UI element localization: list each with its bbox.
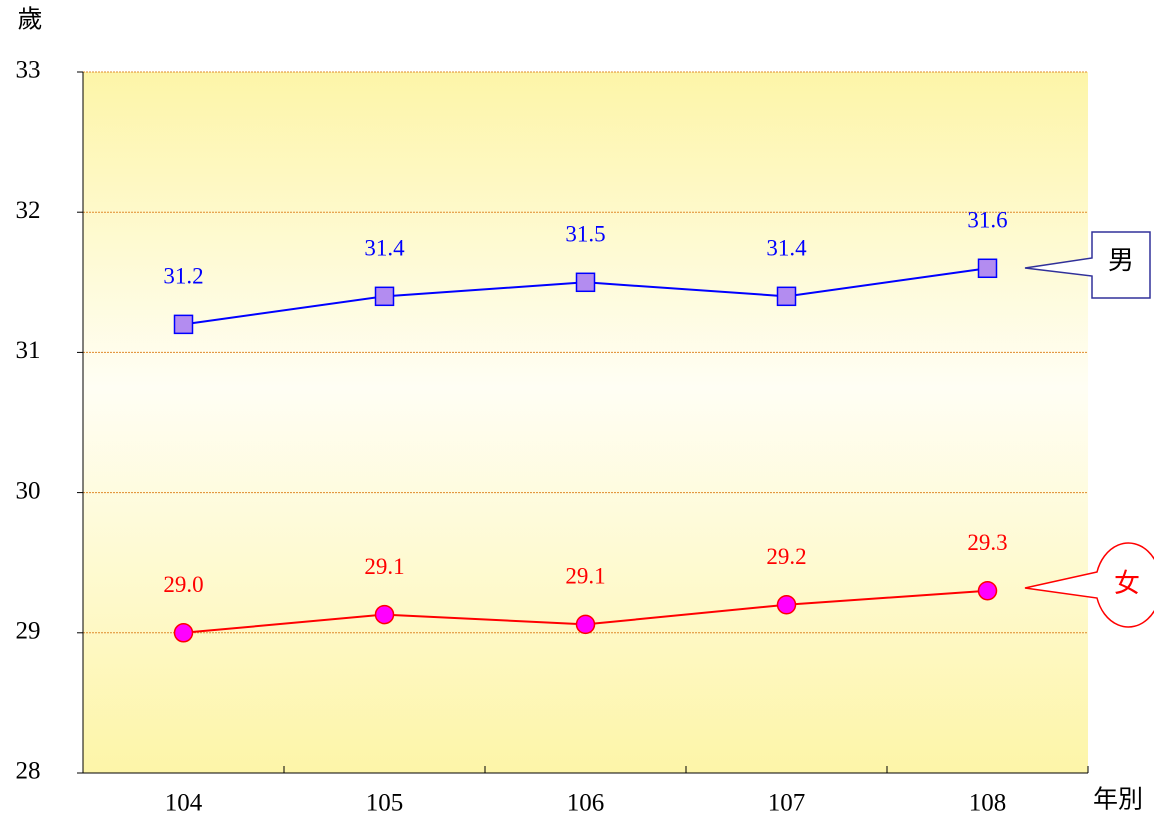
y-tick-label: 29 xyxy=(16,618,41,645)
value-label: 31.5 xyxy=(565,222,605,247)
y-tick-label: 28 xyxy=(16,758,41,785)
value-label: 31.4 xyxy=(766,236,807,261)
marker xyxy=(977,258,998,279)
x-tick-label: 108 xyxy=(969,790,1007,817)
marker xyxy=(173,623,194,643)
marker xyxy=(374,286,395,307)
value-label: 29.0 xyxy=(163,572,203,597)
y-tick-label: 30 xyxy=(16,477,41,504)
marker xyxy=(776,286,797,307)
value-label: 29.1 xyxy=(565,564,605,589)
value-label: 31.2 xyxy=(163,264,203,289)
y-tick-label: 32 xyxy=(16,197,41,224)
legend-callout-ellipse xyxy=(1024,542,1154,628)
x-tick-label: 105 xyxy=(366,790,404,817)
y-tick-label: 31 xyxy=(16,337,41,364)
x-tick-label: 104 xyxy=(165,790,203,817)
marker xyxy=(977,580,998,601)
x-tick-label: 107 xyxy=(768,790,806,817)
marker xyxy=(374,604,395,625)
legend-label: 男 xyxy=(1108,246,1134,275)
marker xyxy=(575,614,596,635)
x-tick-label: 106 xyxy=(567,790,605,817)
legend-callout-box xyxy=(1024,231,1151,299)
y-tick-label: 33 xyxy=(16,57,41,84)
legend-label: 女 xyxy=(1114,569,1140,598)
value-label: 31.6 xyxy=(967,208,1007,233)
value-label: 29.3 xyxy=(967,530,1007,555)
value-label: 29.1 xyxy=(364,554,404,579)
marker xyxy=(776,595,797,615)
marker xyxy=(173,314,194,335)
x-axis-label: 年別 xyxy=(1093,786,1143,814)
y-axis-label: 歲 xyxy=(17,6,42,34)
value-label: 29.2 xyxy=(766,544,806,569)
marker xyxy=(575,272,596,293)
value-label: 31.4 xyxy=(364,236,405,261)
plot-area xyxy=(83,72,1088,773)
